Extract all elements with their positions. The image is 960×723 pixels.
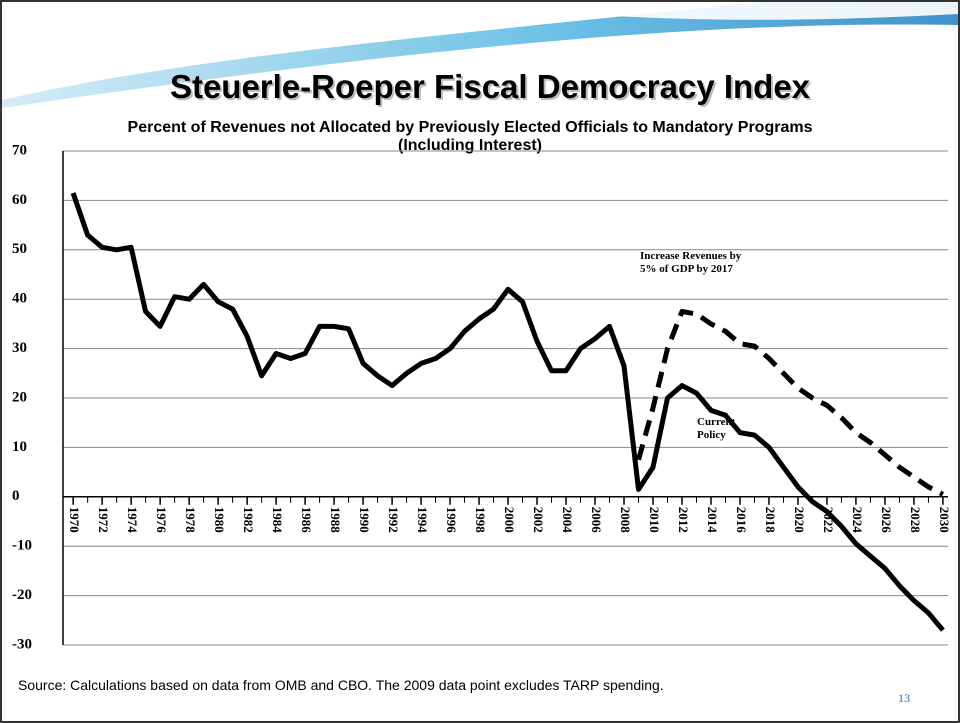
y-tick-label: -30 bbox=[12, 636, 32, 652]
x-tick-label: 2008 bbox=[618, 507, 633, 534]
x-tick-label: 1998 bbox=[473, 507, 488, 534]
y-tick-label: 50 bbox=[12, 241, 27, 257]
title-shadow: Steuerle-Roeper Fiscal Democracy Index bbox=[172, 70, 813, 107]
x-tick-label: 1992 bbox=[386, 507, 401, 533]
page-number: 13 bbox=[898, 691, 910, 705]
x-tick-label: 1972 bbox=[96, 507, 111, 533]
x-tick-label: 2024 bbox=[850, 507, 865, 534]
x-tick-label: 1970 bbox=[67, 507, 82, 533]
series-name: Current Policy bbox=[697, 416, 736, 441]
y-tick-label: 20 bbox=[12, 389, 27, 405]
swoosh-highlight bbox=[470, 2, 958, 20]
y-tick-label: 70 bbox=[12, 142, 27, 158]
x-tick-label: 1984 bbox=[270, 507, 285, 534]
x-tick-label: 2030 bbox=[937, 507, 952, 533]
x-tick-label: 2000 bbox=[502, 507, 517, 533]
x-tick-label: 2010 bbox=[647, 507, 662, 533]
y-tick-label: 60 bbox=[12, 192, 27, 208]
series-name: Increase Revenues by 5% of GDP by 2017 bbox=[640, 250, 742, 275]
source-note: Source: Calculations based on data from … bbox=[18, 677, 664, 693]
x-tick-label: 2028 bbox=[908, 507, 923, 534]
series-line bbox=[70, 192, 945, 632]
x-tick-label: 1982 bbox=[241, 507, 256, 533]
x-tick-label: 2026 bbox=[879, 507, 894, 534]
x-tick-label: 2016 bbox=[734, 507, 749, 534]
x-tick-label: 2006 bbox=[589, 507, 604, 534]
swoosh-bg bbox=[2, 2, 958, 100]
y-tick-label: 40 bbox=[12, 291, 27, 307]
x-tick-label: 2020 bbox=[792, 507, 807, 533]
y-tick-label: 10 bbox=[12, 439, 27, 455]
series-annotation: Increase Revenues by 5% of GDP by 2017 bbox=[640, 250, 742, 275]
chart-title: Steuerle-Roeper Fiscal Democracy Index bbox=[170, 68, 811, 105]
series-line bbox=[636, 309, 945, 497]
y-tick-label: 0 bbox=[12, 488, 20, 504]
x-tick-label: 1996 bbox=[444, 507, 459, 534]
series-annotation: Current Policy bbox=[697, 416, 736, 441]
x-tick-label: 1974 bbox=[125, 507, 140, 534]
x-tick-label: 2014 bbox=[705, 507, 720, 534]
x-tick-label: 1994 bbox=[415, 507, 430, 534]
y-tick-label: -10 bbox=[12, 538, 32, 554]
x-tick-label: 1978 bbox=[183, 507, 198, 534]
y-tick-label: 30 bbox=[12, 340, 27, 356]
x-tick-label: 1988 bbox=[328, 507, 343, 534]
subtitle: Percent of Revenues not Allocated by Pre… bbox=[128, 119, 813, 136]
x-tick-label: 1976 bbox=[154, 507, 169, 534]
subtitle: (Including Interest) bbox=[398, 137, 542, 154]
x-tick-label: 1986 bbox=[299, 507, 314, 534]
x-tick-label: 2004 bbox=[560, 507, 575, 534]
x-tick-label: 1980 bbox=[212, 507, 227, 533]
x-tick-label: 2002 bbox=[531, 507, 546, 533]
swoosh bbox=[2, 2, 958, 108]
x-tick-label: 1990 bbox=[357, 507, 372, 533]
x-tick-label: 2012 bbox=[676, 507, 691, 533]
x-tick-label: 2022 bbox=[821, 507, 836, 533]
x-tick-label: 2018 bbox=[763, 507, 778, 534]
y-tick-label: -20 bbox=[12, 587, 32, 603]
